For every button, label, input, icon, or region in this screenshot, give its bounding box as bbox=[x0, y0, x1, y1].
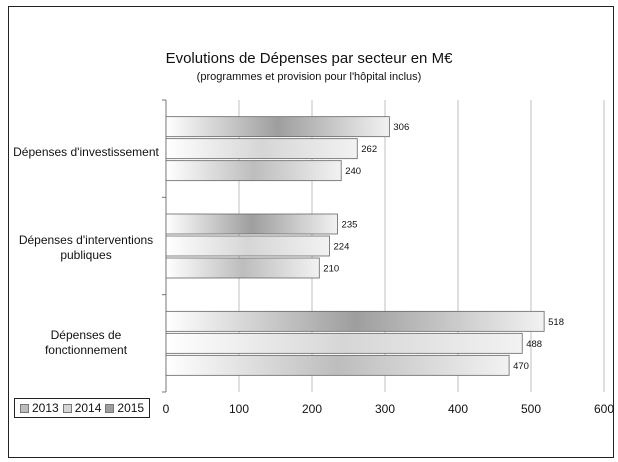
x-tick-label-500: 500 bbox=[521, 402, 541, 416]
bar-2013-1 bbox=[165, 257, 320, 279]
x-tick-label-300: 300 bbox=[375, 402, 395, 416]
data-label-2014-1: 224 bbox=[334, 242, 350, 253]
chart-legend: 2013 2014 2015 bbox=[14, 398, 151, 418]
chart-title: Evolutions de Dépenses par secteur en M€ bbox=[165, 50, 453, 67]
data-label-2015-0: 306 bbox=[393, 122, 409, 133]
bar-2015-1 bbox=[165, 213, 338, 235]
legend-swatch-2014 bbox=[62, 403, 72, 413]
data-label-2014-0: 262 bbox=[361, 144, 377, 155]
x-tick-label-200: 200 bbox=[302, 402, 322, 416]
legend-swatch-2015 bbox=[105, 403, 115, 413]
bar-2015-0 bbox=[165, 116, 390, 138]
data-label-2015-2: 518 bbox=[548, 317, 564, 328]
category-label-fonctionnement: Dépenses de fonctionnement bbox=[44, 328, 128, 357]
data-label-2013-1: 210 bbox=[323, 264, 339, 275]
bar-2014-2 bbox=[165, 332, 523, 354]
legend-item-2013: 2013 bbox=[20, 401, 59, 415]
x-tick-label-400: 400 bbox=[448, 402, 468, 416]
bar-2014-0 bbox=[165, 138, 358, 160]
data-label-2013-0: 240 bbox=[345, 166, 361, 177]
data-label-2013-2: 470 bbox=[513, 361, 529, 372]
bar-2015-2 bbox=[165, 310, 545, 332]
legend-swatch-2013 bbox=[20, 403, 29, 413]
x-tick-label-100: 100 bbox=[229, 402, 249, 416]
bar-2014-1 bbox=[165, 235, 330, 257]
data-label-2015-1: 235 bbox=[342, 220, 358, 231]
legend-label-2013: 2013 bbox=[32, 401, 59, 415]
bar-2013-2 bbox=[165, 354, 510, 376]
x-tick-label-600: 600 bbox=[594, 402, 614, 416]
legend-item-2015: 2015 bbox=[105, 401, 144, 415]
legend-label-2014: 2014 bbox=[74, 401, 102, 415]
legend-label-2015: 2015 bbox=[117, 401, 145, 415]
category-label-investissement: Dépenses d'investissement bbox=[13, 145, 159, 159]
legend-item-2014: 2014 bbox=[62, 401, 102, 415]
chart-subtitle: (programmes et provision pour l'hôpital … bbox=[196, 71, 422, 83]
x-tick-label-0: 0 bbox=[163, 402, 170, 416]
data-label-2014-2: 488 bbox=[526, 339, 542, 350]
category-label-interventions: Dépenses d'interventions publiques bbox=[18, 233, 154, 262]
bar-2013-0 bbox=[165, 160, 342, 182]
